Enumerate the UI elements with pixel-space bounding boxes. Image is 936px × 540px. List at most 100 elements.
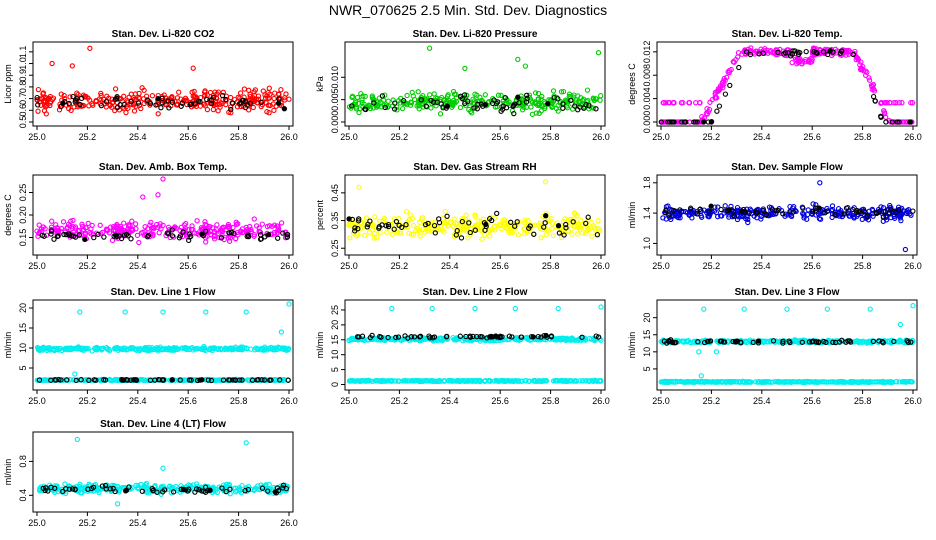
data-point bbox=[391, 226, 397, 232]
data-point bbox=[732, 338, 738, 345]
data-point bbox=[211, 236, 218, 242]
data-point bbox=[521, 104, 527, 110]
data-point bbox=[531, 231, 537, 237]
data-point bbox=[874, 210, 880, 217]
data-point bbox=[107, 224, 114, 230]
data-point bbox=[666, 212, 672, 218]
data-point bbox=[89, 222, 95, 229]
data-point bbox=[516, 100, 522, 106]
data-point bbox=[660, 100, 666, 106]
data-point bbox=[538, 235, 544, 241]
data-point bbox=[94, 344, 100, 351]
data-point bbox=[385, 223, 392, 230]
data-point bbox=[58, 91, 64, 97]
data-point bbox=[730, 208, 736, 214]
data-point bbox=[214, 95, 220, 102]
data-point bbox=[472, 305, 478, 312]
data-point bbox=[718, 213, 724, 219]
data-point bbox=[743, 49, 750, 55]
data-point bbox=[669, 119, 675, 125]
data-point bbox=[839, 210, 845, 216]
data-point bbox=[458, 93, 464, 99]
data-point bbox=[530, 223, 536, 229]
data-point bbox=[437, 111, 444, 117]
data-point bbox=[736, 64, 742, 71]
data-point bbox=[239, 377, 245, 383]
data-point bbox=[227, 104, 234, 110]
data-point bbox=[149, 93, 156, 99]
y-tick-label: 15 bbox=[642, 330, 652, 340]
data-point bbox=[884, 213, 890, 220]
data-point bbox=[136, 90, 142, 97]
data-point bbox=[679, 119, 685, 125]
data-point bbox=[696, 349, 702, 355]
data-point bbox=[521, 220, 528, 226]
data-point bbox=[549, 104, 555, 110]
x-tick-label: 26.0 bbox=[592, 396, 610, 406]
data-point bbox=[493, 100, 500, 107]
data-point bbox=[35, 102, 41, 108]
data-point bbox=[496, 221, 503, 227]
data-point bbox=[408, 231, 415, 237]
data-point bbox=[360, 93, 366, 99]
y-tick-label: 0.004 bbox=[642, 87, 652, 110]
data-point bbox=[724, 208, 730, 214]
data-point bbox=[453, 98, 460, 105]
data-point bbox=[843, 205, 850, 211]
data-point bbox=[681, 119, 688, 125]
data-point bbox=[121, 232, 128, 238]
data-point bbox=[406, 216, 413, 222]
data-point bbox=[422, 221, 429, 228]
data-point bbox=[523, 99, 530, 105]
x-tick-label: 25.2 bbox=[391, 396, 409, 406]
data-point bbox=[538, 96, 544, 102]
x-tick-label: 25.8 bbox=[542, 396, 560, 406]
data-point bbox=[570, 219, 576, 225]
data-point bbox=[756, 51, 762, 57]
data-point bbox=[440, 105, 446, 111]
data-point bbox=[77, 309, 83, 315]
data-point bbox=[243, 440, 249, 446]
data-point bbox=[715, 204, 721, 210]
x-tick-label: 25.8 bbox=[542, 261, 560, 271]
data-point bbox=[728, 66, 734, 73]
data-point bbox=[408, 100, 415, 106]
data-point bbox=[571, 216, 577, 222]
data-point bbox=[231, 230, 237, 237]
data-point bbox=[425, 228, 431, 234]
data-point bbox=[580, 230, 586, 236]
y-tick-label: 10 bbox=[18, 343, 28, 353]
data-point bbox=[128, 101, 134, 108]
data-point bbox=[190, 65, 196, 71]
data-point bbox=[515, 56, 521, 63]
data-point bbox=[49, 218, 55, 224]
data-point bbox=[180, 345, 186, 351]
plot-frame bbox=[656, 41, 918, 127]
data-point bbox=[219, 227, 225, 233]
data-point bbox=[241, 345, 248, 351]
data-point bbox=[491, 97, 497, 103]
data-point bbox=[512, 305, 518, 312]
y-tick-label: 0.9 bbox=[18, 69, 28, 82]
data-point bbox=[74, 436, 80, 443]
data-point bbox=[542, 220, 548, 226]
data-point bbox=[262, 346, 268, 352]
data-point bbox=[211, 345, 217, 351]
data-point bbox=[125, 377, 131, 383]
data-point bbox=[426, 45, 433, 51]
y-tick-label: 20 bbox=[642, 313, 652, 323]
data-point bbox=[284, 234, 291, 240]
data-point bbox=[45, 377, 52, 383]
data-point bbox=[846, 213, 852, 219]
x-tick-label: 25.4 bbox=[753, 261, 771, 271]
data-point bbox=[275, 227, 281, 233]
data-point bbox=[177, 377, 183, 383]
data-point bbox=[118, 235, 125, 242]
data-point bbox=[515, 94, 521, 100]
data-point bbox=[138, 105, 144, 112]
x-tick-label: 25.2 bbox=[391, 261, 409, 271]
data-point bbox=[244, 345, 250, 351]
data-point bbox=[780, 211, 786, 217]
data-point bbox=[805, 207, 811, 213]
data-point bbox=[415, 100, 421, 106]
